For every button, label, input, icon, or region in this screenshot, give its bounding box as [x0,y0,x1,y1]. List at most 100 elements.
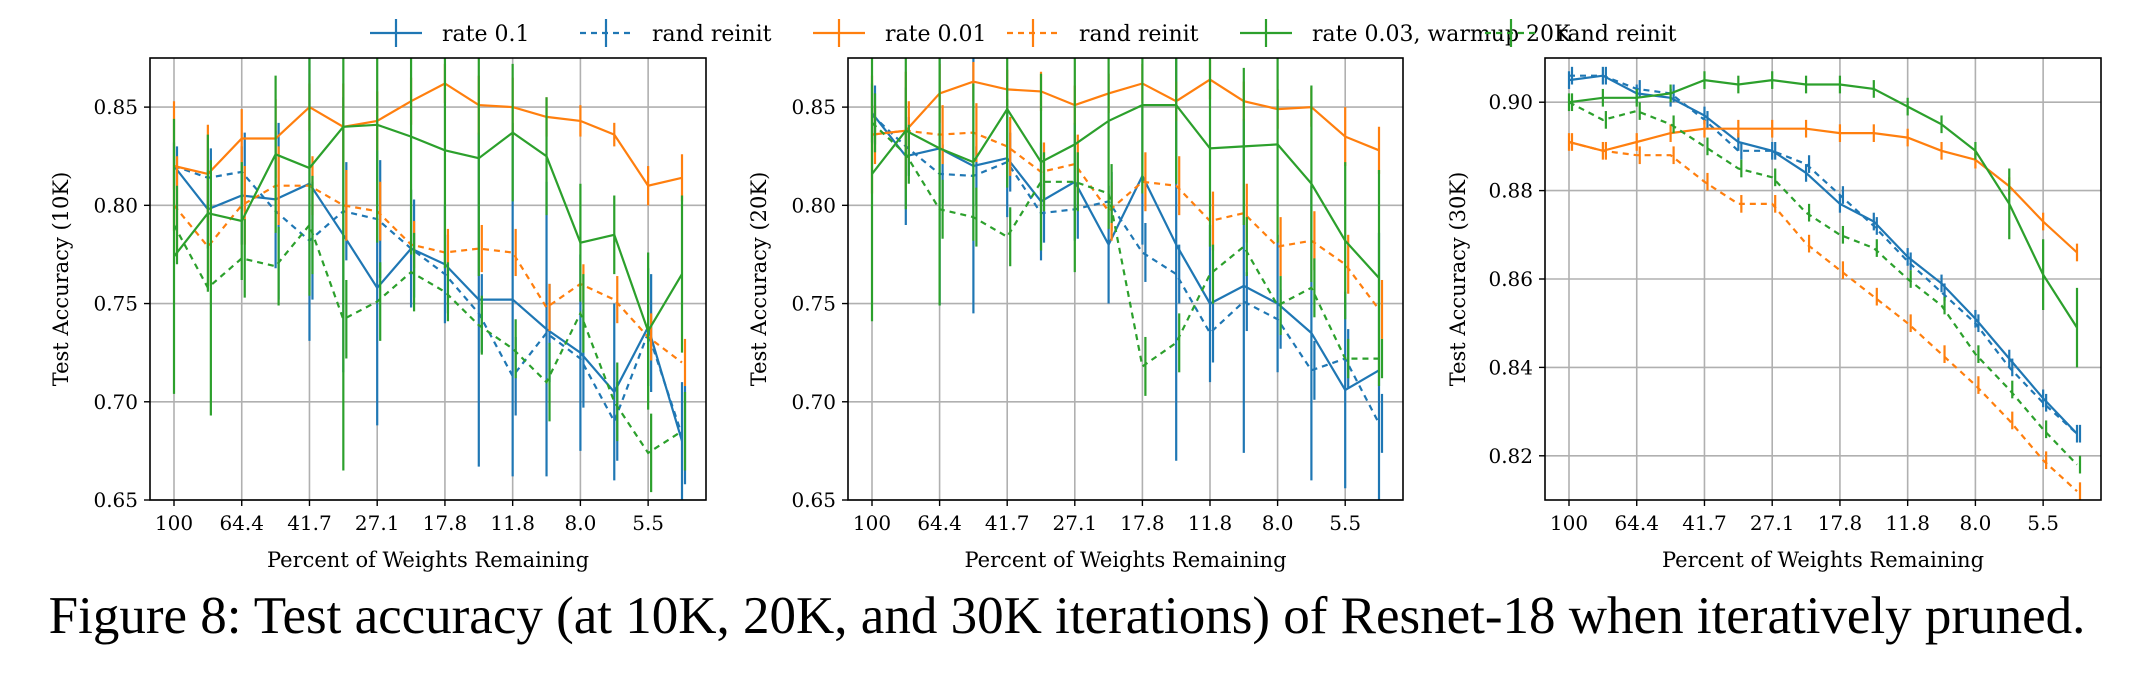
chart-panel-30k: 100 64.4 41.7 27.1 17.8 11.8 8.0 5.5 0.82 0.84 0.8… [1446,57,2102,572]
x-tick-label: 8.0 [1959,511,1991,535]
series-line [1569,74,2078,435]
x-tick-label: 64.4 [1614,511,1659,535]
series-4 [1567,71,2079,368]
chart-panel-10k: 100 64.4 41.7 27.1 17.8 11.8 8.0 5.5 0.65 0.70 0.7… [49,57,707,572]
y-tick-label: 0.86 [1488,267,1533,291]
x-tick-label: 17.8 [423,511,468,535]
x-tick-label: 8.0 [564,511,596,535]
series-line [173,222,683,455]
series-5 [871,93,1384,396]
series-5 [1568,93,2082,474]
series-line [871,129,1380,311]
y-tick-label: 0.70 [791,390,836,414]
x-tick-label: 11.8 [1885,511,1930,535]
chart-panel-20k: 100 64.4 41.7 27.1 17.8 11.8 8.0 5.5 0.65 0.70 0.7… [747,57,1404,572]
legend-entry: rand reinit [580,19,772,47]
series-2 [1567,119,2079,262]
series-5 [173,160,687,493]
series-line [871,112,1380,392]
x-tick-label: 17.8 [1120,511,1165,535]
y-tick-label: 0.70 [93,390,138,414]
x-tick-label: 11.8 [1188,511,1233,535]
x-tick-label: 11.8 [490,511,535,535]
legend-label: rate 0.1 [442,22,529,47]
series-0 [1567,66,2079,443]
series-line [871,78,1380,152]
x-axis-label: Percent of Weights Remaining [964,548,1286,572]
y-tick-label: 0.80 [93,193,138,217]
legend-entry: rand reinit [1485,19,1677,47]
y-tick-label: 0.82 [1488,444,1533,468]
series-line [1568,127,2078,254]
legend-entry: rate 0.03, warmup 20K [1240,19,1571,47]
x-tick-label: 41.7 [985,511,1030,535]
series-line [173,184,683,364]
series-3 [1568,133,2082,500]
legend-label: rand reinit [1557,22,1677,47]
x-tick-label: 100 [1550,511,1588,535]
y-tick-label: 0.75 [93,292,138,316]
x-tick-label: 27.1 [355,511,400,535]
legend-label: rand reinit [652,22,772,47]
plot-frame [847,57,1404,501]
y-tick-label: 0.90 [1488,90,1533,114]
series-0 [172,58,684,500]
series-line [173,82,683,187]
legend-entry: rate 0.1 [370,19,529,47]
series-group [172,58,687,500]
y-tick-label: 0.85 [93,95,138,119]
y-tick-label: 0.80 [791,193,836,217]
x-tick-label: 27.1 [1053,511,1098,535]
x-tick-label: 64.4 [917,511,962,535]
x-tick-label: 27.1 [1750,511,1795,535]
x-tick-label: 5.5 [2027,511,2059,535]
y-tick-label: 0.65 [93,488,138,512]
series-1 [871,85,1384,453]
x-axis-label: Percent of Weights Remaining [267,548,589,572]
series-1 [1569,66,2082,443]
series-line [173,165,684,442]
y-tick-label: 0.84 [1488,355,1533,379]
grid [848,58,1403,501]
legend: rate 0.1 rand reinit rate 0.01 rand reinit r… [370,19,1677,47]
series-line [871,121,1379,369]
x-tick-label: 41.7 [287,511,332,535]
x-tick-label: 64.4 [219,511,264,535]
series-0 [870,58,1381,500]
x-tick-label: 41.7 [1682,511,1727,535]
series-group [870,58,1384,500]
series-line [1568,78,2078,329]
series-group [1567,66,2082,500]
grid [150,58,706,501]
plot-frame [149,57,707,501]
series-3 [173,146,687,387]
x-tick-label: 5.5 [632,511,664,535]
y-axis-label: Test Accuracy (30K) [1446,172,1470,387]
legend-label: rand reinit [1079,22,1199,47]
y-axis-label: Test Accuracy (20K) [747,172,771,387]
series-line [173,164,684,436]
y-tick-label: 0.88 [1488,179,1533,203]
x-tick-label: 8.0 [1262,511,1294,535]
series-4 [172,58,684,471]
y-tick-label: 0.75 [791,292,836,316]
x-tick-label: 5.5 [1329,511,1361,535]
y-tick-label: 0.85 [791,95,836,119]
series-line [871,114,1380,424]
series-line [1568,140,2078,493]
figure-caption: Figure 8: Test accuracy (at 10K, 20K, an… [49,587,2086,645]
x-tick-label: 100 [155,511,193,535]
y-tick-label: 0.65 [791,488,836,512]
legend-label: rate 0.01 [885,22,986,47]
legend-label: rate 0.03, warmup 20K [1312,22,1571,47]
series-line [1568,74,2078,435]
legend-entry: rand reinit [1007,19,1199,47]
series-line [173,123,683,334]
y-axis-label: Test Accuracy (10K) [49,172,73,387]
series-4 [870,58,1381,387]
x-tick-label: 17.8 [1818,511,1863,535]
grid [1545,58,2101,500]
x-axis-label: Percent of Weights Remaining [1662,548,1984,572]
series-line [871,103,1380,279]
